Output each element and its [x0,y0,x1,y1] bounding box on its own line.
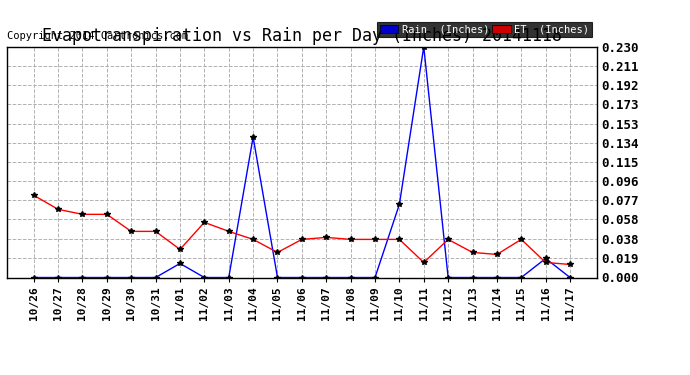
Legend: Rain  (Inches), ET  (Inches): Rain (Inches), ET (Inches) [377,22,591,37]
Title: Evapotranspiration vs Rain per Day (Inches) 20141118: Evapotranspiration vs Rain per Day (Inch… [42,27,562,45]
Text: Copyright 2014 Cartronics.com: Copyright 2014 Cartronics.com [7,32,188,41]
